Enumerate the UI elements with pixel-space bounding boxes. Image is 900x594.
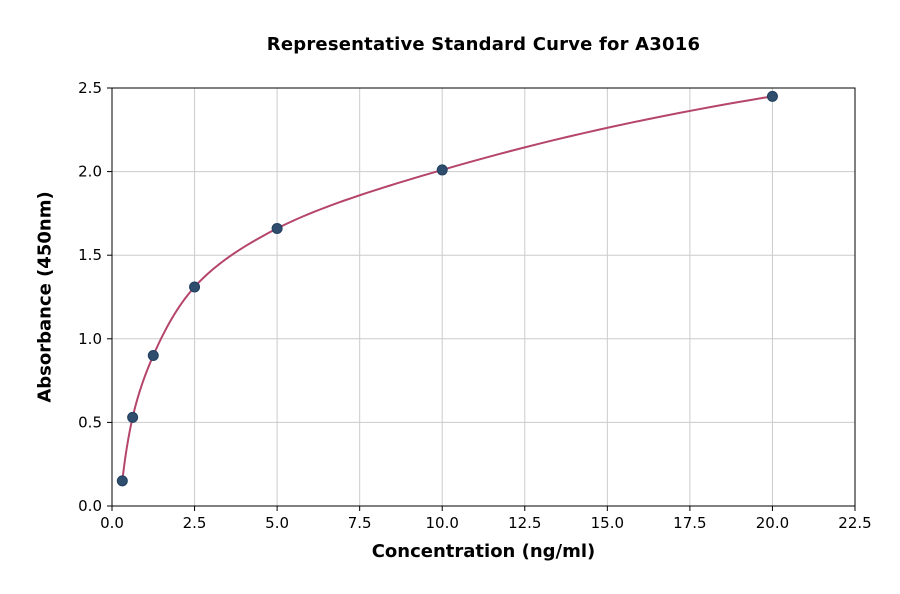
data-points — [116, 90, 778, 487]
data-point — [766, 90, 778, 102]
x-tick-label: 15.0 — [591, 514, 624, 532]
data-point — [127, 411, 139, 423]
y-tick-label: 1.5 — [78, 246, 102, 264]
ticks — [107, 87, 856, 511]
x-tick-label: 5.0 — [265, 514, 289, 532]
x-tick-label: 7.5 — [348, 514, 372, 532]
data-point — [271, 222, 283, 234]
x-tick-label: 2.5 — [183, 514, 207, 532]
x-axis-label: Concentration (ng/ml) — [371, 541, 596, 562]
data-point — [189, 281, 201, 293]
y-tick-label: 1.0 — [78, 330, 102, 348]
chart-title: Representative Standard Curve for A3016 — [266, 34, 701, 55]
x-tick-label: 17.5 — [673, 514, 706, 532]
y-tick-label: 0.5 — [78, 413, 102, 431]
data-point — [436, 164, 448, 176]
axes-box — [111, 87, 856, 507]
y-tick-label: 2.5 — [78, 79, 102, 97]
x-tick-label: 22.5 — [838, 514, 871, 532]
x-tick-label: 20.0 — [756, 514, 789, 532]
data-point — [147, 350, 159, 362]
x-tick-label: 0.0 — [100, 514, 124, 532]
y-tick-label: 2.0 — [78, 163, 102, 181]
tick-labels: 0.0 2.5 5.0 7.5 10.0 12.5 15.0 17.5 20.0 22.5 0.0 0… — [78, 79, 872, 532]
fit-curve — [121, 95, 774, 482]
gridlines — [111, 87, 856, 507]
x-tick-label: 12.5 — [508, 514, 541, 532]
y-tick-label: 0.0 — [78, 497, 102, 515]
x-tick-label: 10.0 — [426, 514, 459, 532]
data-point — [116, 475, 128, 487]
